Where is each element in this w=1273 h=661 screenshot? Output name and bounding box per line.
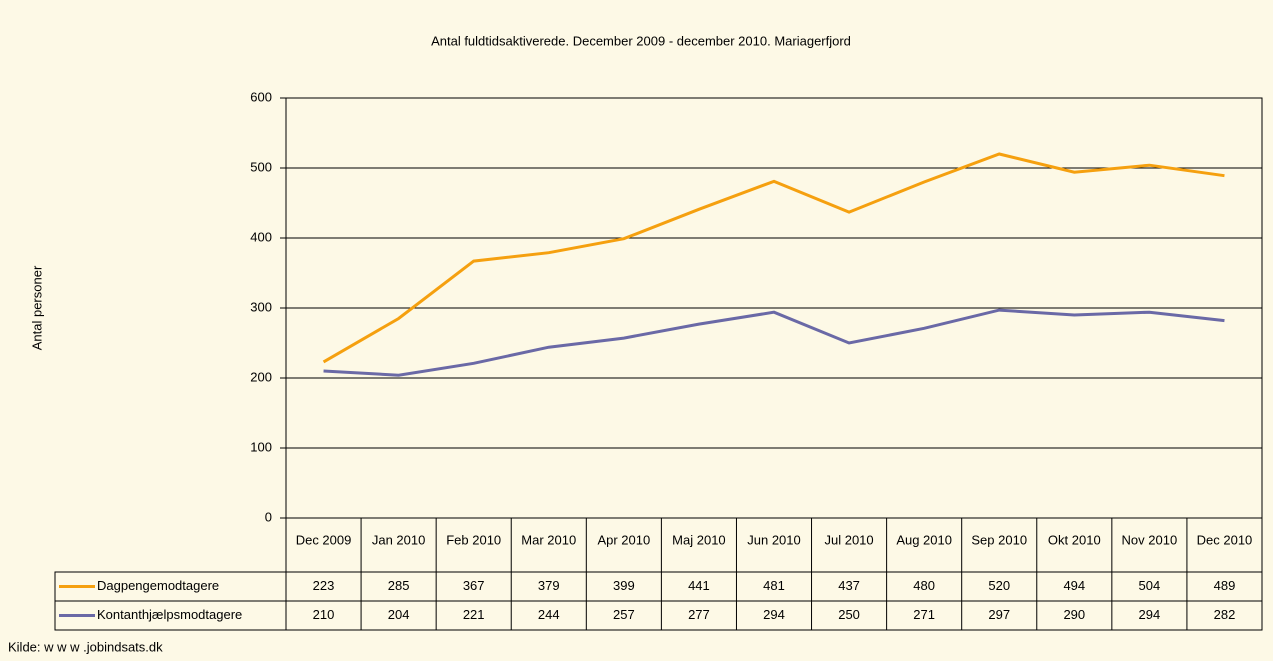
table-value: 437 [838,578,860,593]
plot-area [285,97,1263,519]
x-tick-label: Jun 2010 [747,532,801,547]
legend-label: Kontanthjælpsmodtagere [97,607,242,622]
x-tick-label: Dec 2009 [296,532,352,547]
x-tick-label: Dec 2010 [1197,532,1253,547]
chart-title: Antal fuldtidsaktiverede. December 2009 … [431,33,851,48]
table-value: 250 [838,607,860,622]
x-tick-label: Feb 2010 [446,532,501,547]
table-value: 257 [613,607,635,622]
y-tick-label: 300 [250,299,272,314]
table-value: 271 [913,607,935,622]
source: Kilde: w w w .jobindsats.dk [8,639,163,654]
table-value: 294 [1139,607,1161,622]
table-value: 204 [388,607,410,622]
x-tick-label: Apr 2010 [597,532,650,547]
x-tick-label: Jul 2010 [824,532,873,547]
x-tick-label: Nov 2010 [1122,532,1178,547]
table-value: 282 [1214,607,1236,622]
series-line [322,152,1225,364]
table-value: 504 [1139,578,1161,593]
y-tick-label: 0 [265,509,272,524]
y-tick-label: 500 [250,159,272,174]
table-value: 379 [538,578,560,593]
table-value: 481 [763,578,785,593]
table-value: 480 [913,578,935,593]
table-value: 290 [1063,607,1085,622]
y-axis-label: Antal personer [29,265,44,350]
table-value: 294 [763,607,785,622]
y-tick-label: 200 [250,369,272,384]
x-tick-label: Aug 2010 [896,532,952,547]
x-tick-label: Jan 2010 [372,532,426,547]
table-value: 221 [463,607,485,622]
x-tick-label: Sep 2010 [971,532,1027,547]
x-tick-label: Mar 2010 [521,532,576,547]
series-line [323,308,1225,377]
legend-label: Dagpengemodtagere [97,578,219,593]
y-tick-label: 600 [250,89,272,104]
table-value: 399 [613,578,635,593]
table-value: 367 [463,578,485,593]
table-value: 285 [388,578,410,593]
table-value: 277 [688,607,710,622]
x-tick-label: Maj 2010 [672,532,725,547]
table-value: 244 [538,607,560,622]
table-value: 210 [313,607,335,622]
table-value: 520 [988,578,1010,593]
table-value: 297 [988,607,1010,622]
table-value: 489 [1214,578,1236,593]
table-value: 441 [688,578,710,593]
table-value: 494 [1063,578,1085,593]
y-tick-label: 400 [250,229,272,244]
table-value: 223 [313,578,335,593]
y-tick-label: 100 [250,439,272,454]
x-tick-label: Okt 2010 [1048,532,1101,547]
